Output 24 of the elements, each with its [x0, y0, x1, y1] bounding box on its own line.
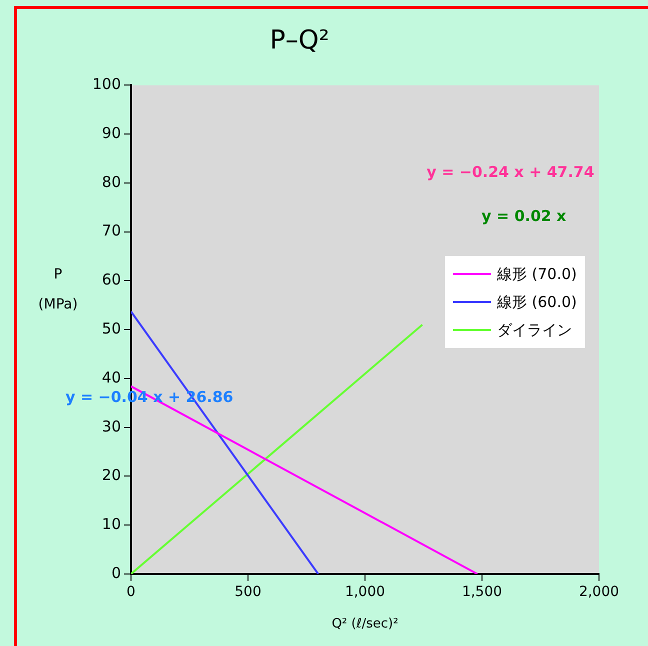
y-tick-label: 10	[102, 515, 121, 534]
x-axis-title: Q² (ℓ/sec)²	[332, 616, 398, 632]
y-tick-label: 20	[102, 466, 121, 484]
x-tick-label: 2,000	[578, 584, 620, 600]
y-tick-label: 30	[102, 417, 121, 436]
x-tick-label: 1,000	[344, 584, 386, 600]
y-tick-label: 100	[92, 75, 121, 94]
x-tick-label: 0	[126, 584, 136, 600]
chart-title: P–Q²	[270, 25, 330, 56]
legend-label: 線形 (70.0)	[497, 264, 577, 284]
y-tick-label: 60	[102, 270, 121, 289]
y-tick-label: 80	[102, 172, 121, 191]
annotation: y = 0.02 x	[482, 207, 567, 226]
x-tick-label: 1,500	[462, 584, 502, 600]
annotation: y = −0.24 x + 47.74	[426, 163, 594, 182]
x-tick-label: 500	[234, 584, 262, 600]
legend-label: 線形 (60.0)	[497, 292, 577, 312]
y-tick-label: 50	[102, 319, 121, 338]
y-tick-label: 0	[111, 564, 121, 582]
y-tick-label: 40	[102, 368, 121, 386]
y-tick-label: 70	[102, 222, 121, 240]
y-tick-label: 90	[102, 124, 121, 142]
y-axis-title: P (MPa)	[38, 266, 78, 313]
legend-label: ダイライン	[497, 320, 572, 340]
